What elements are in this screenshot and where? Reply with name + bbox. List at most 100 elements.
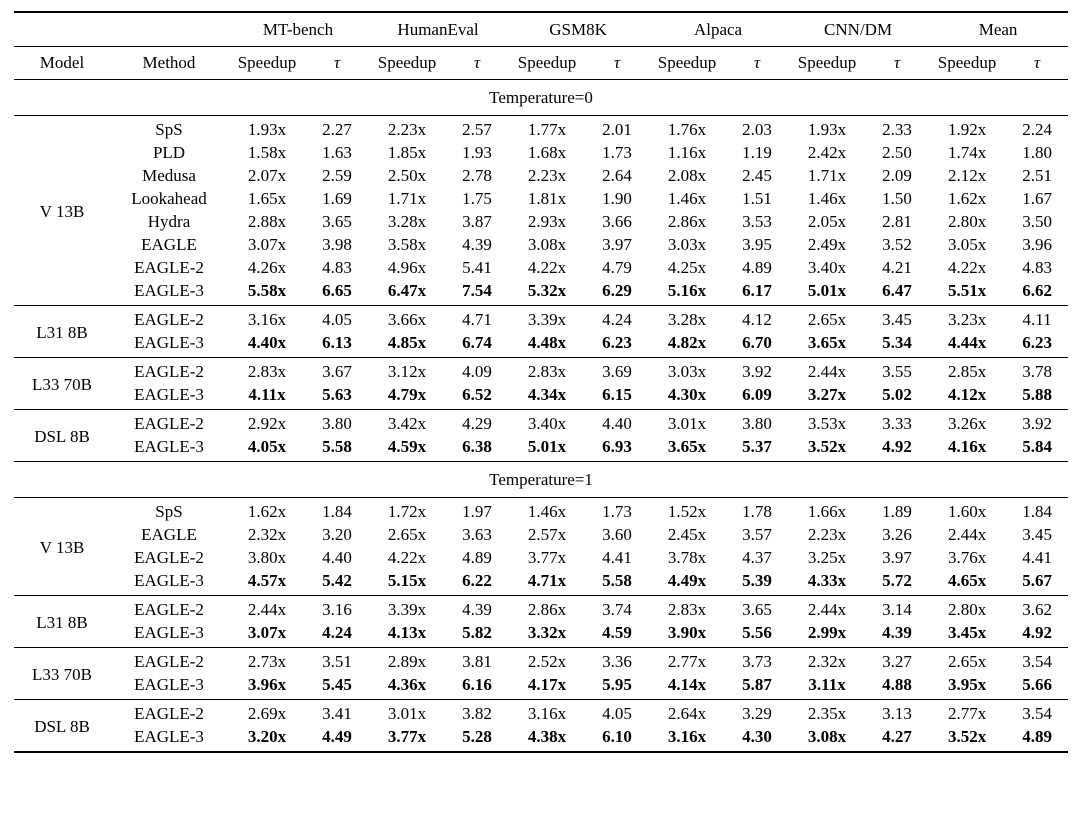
speedup-value: 4.30x [667, 385, 707, 404]
tau-value: 4.29 [446, 409, 509, 436]
speedup-value: 1.71x [387, 189, 427, 208]
speedup-value: 3.77x [527, 548, 567, 567]
speedup-value: 2.23x [368, 115, 447, 142]
speedup-value: 5.15x [387, 571, 427, 590]
speedup-column-header: Speedup [648, 46, 727, 80]
tau-value: 2.27 [306, 115, 369, 142]
speedup-value: 1.46x [508, 497, 587, 524]
speedup-value: 2.83x [508, 357, 587, 384]
speedup-value: 3.40x [807, 258, 847, 277]
speedup-value: 2.44x [228, 595, 306, 622]
benchmark-header: Mean [928, 12, 1069, 47]
tau-value: 4.24 [322, 623, 352, 642]
tau-value: 4.11 [1006, 305, 1069, 332]
speedup-value: 1.60x [928, 497, 1007, 524]
speedup-value: 2.86x [667, 212, 707, 231]
speedup-value: 2.83x [648, 595, 727, 622]
tau-value: 1.80 [1022, 143, 1052, 162]
tau-value: 6.47 [882, 281, 912, 300]
section-row: Temperature=0 [14, 79, 1069, 116]
tau-value: 3.45 [1022, 525, 1052, 544]
benchmark-header-row: MT-bench HumanEval GSM8K Alpaca CNN/DM Mean [14, 12, 1069, 47]
tau-value: 3.14 [866, 595, 929, 622]
tau-value: 5.67 [1022, 571, 1052, 590]
tau-value: 4.92 [1022, 623, 1052, 642]
speedup-value: 2.42x [807, 143, 847, 162]
speedup-value: 3.03x [667, 235, 707, 254]
benchmark-header: HumanEval [368, 12, 509, 47]
tau-value: 4.79 [602, 258, 632, 277]
speedup-value: 4.96x [387, 258, 427, 277]
method-label: EAGLE-3 [134, 675, 204, 694]
tau-value: 3.60 [602, 525, 632, 544]
tau-value: 6.29 [602, 281, 632, 300]
speedup-value: 2.65x [928, 647, 1007, 674]
speedup-value: 2.64x [648, 699, 727, 726]
method-label: EAGLE-3 [134, 281, 204, 300]
table-row: V 13B SpS 1.62x 1.84 1.72x 1.97 1.46x 1.73 1.52x… [14, 497, 1069, 596]
tau-value: 4.40 [322, 548, 352, 567]
tau-value: 4.89 [1022, 727, 1052, 746]
tau-value: 1.67 [1022, 189, 1052, 208]
speedup-value: 1.58x [247, 143, 287, 162]
speedup-value: 2.57x [527, 525, 567, 544]
tau-value: 3.52 [882, 235, 912, 254]
speedup-value: 4.12x [947, 385, 987, 404]
tau-value: 4.39 [446, 595, 509, 622]
speedup-value: 2.99x [807, 623, 847, 642]
tau-value: 6.93 [602, 437, 632, 456]
speedup-value: 3.90x [667, 623, 707, 642]
speedup-value: 3.77x [387, 727, 427, 746]
tau-value: 4.88 [882, 675, 912, 694]
speedup-column-header: Speedup [508, 46, 587, 80]
tau-value: 3.92 [726, 357, 789, 384]
tau-value: 1.50 [882, 189, 912, 208]
speedup-value: 4.71x [527, 571, 567, 590]
table-row: EAGLE-3 3.96x 5.45 4.36x 6.16 4.17x 5.95 4.14x 5… [14, 674, 1068, 700]
tau-value: 5.56 [742, 623, 772, 642]
speedup-value: 4.22x [387, 548, 427, 567]
speedup-value: 2.44x [947, 525, 987, 544]
speedup-value: 3.66x [368, 305, 447, 332]
tau-value: 2.45 [742, 166, 772, 185]
table-row: L33 70B EAGLE-2 2.83x 3.67 3.12x 4.09 2.83x 3.6… [14, 357, 1069, 410]
speedup-value: 2.50x [387, 166, 427, 185]
table-row: PLD 1.58x 1.63 1.85x 1.93 1.68x 1.73 1.16x 1.19 2… [14, 142, 1068, 165]
table-row: EAGLE-3 4.57x 5.42 5.15x 6.22 4.71x 5.58 4.49x 5… [14, 570, 1068, 596]
speedup-value: 1.93x [228, 115, 306, 142]
tau-value: 3.36 [586, 647, 649, 674]
tau-value: 4.40 [586, 409, 649, 436]
speedup-value: 3.16x [667, 727, 707, 746]
tau-value: 3.65 [726, 595, 789, 622]
tau-value: 5.88 [1022, 385, 1052, 404]
tau-value: 3.29 [726, 699, 789, 726]
tau-value: 5.58 [322, 437, 352, 456]
model-label: DSL 8B [14, 699, 110, 752]
speedup-value: 1.74x [947, 143, 987, 162]
speedup-value: 3.42x [368, 409, 447, 436]
method-label: EAGLE-2 [110, 699, 228, 726]
speedup-value: 1.92x [928, 115, 1007, 142]
speedup-value: 2.65x [387, 525, 427, 544]
tau-value: 1.51 [742, 189, 772, 208]
speedup-value: 4.22x [527, 258, 567, 277]
tau-value: 6.23 [602, 333, 632, 352]
speedup-value: 2.86x [508, 595, 587, 622]
speedup-value: 3.32x [527, 623, 567, 642]
tau-value: 3.82 [446, 699, 509, 726]
tau-value: 4.37 [742, 548, 772, 567]
tau-value: 6.17 [742, 281, 772, 300]
speedup-value: 5.16x [667, 281, 707, 300]
section-row: Temperature=1 [14, 461, 1069, 498]
speedup-value: 3.28x [387, 212, 427, 231]
tau-value: 6.13 [322, 333, 352, 352]
model-label: V 13B [14, 115, 110, 306]
speedup-value: 4.82x [667, 333, 707, 352]
speedup-value: 2.83x [228, 357, 306, 384]
method-label: EAGLE-3 [134, 727, 204, 746]
table-row: DSL 8B EAGLE-2 2.92x 3.80 3.42x 4.29 3.40x 4.40… [14, 409, 1069, 462]
tau-value: 3.74 [586, 595, 649, 622]
tau-value: 2.24 [1006, 115, 1069, 142]
tau-value: 6.15 [602, 385, 632, 404]
tau-value: 3.63 [462, 525, 492, 544]
